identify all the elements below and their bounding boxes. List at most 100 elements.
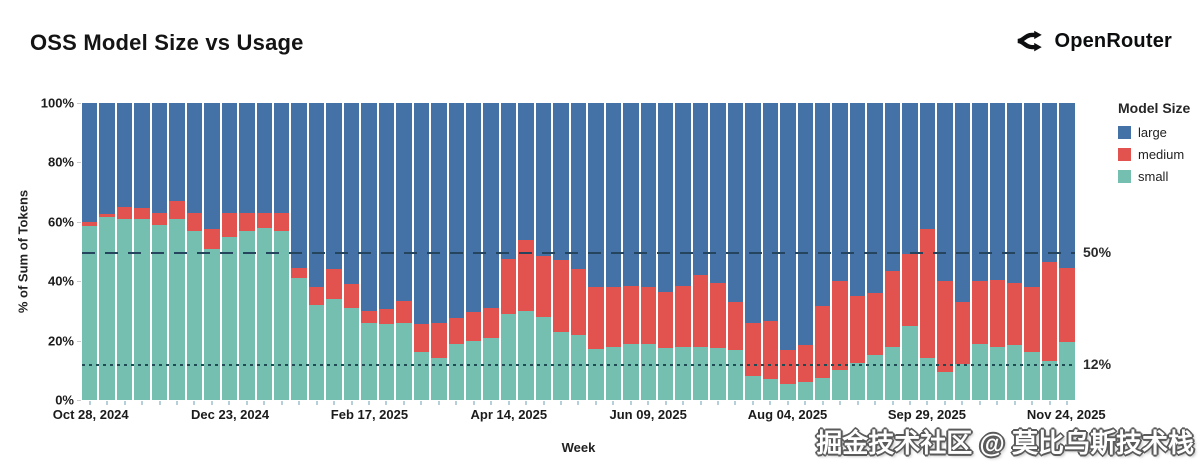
bar-segment-small[interactable] bbox=[500, 313, 517, 400]
bar-feb-24-2025[interactable] bbox=[378, 103, 395, 400]
bar-segment-small[interactable] bbox=[902, 325, 918, 400]
bar-segment-small[interactable] bbox=[623, 343, 639, 400]
bar-segment-small[interactable] bbox=[640, 343, 656, 400]
bar-apr-14-2025[interactable] bbox=[500, 103, 517, 400]
bar-segment-large[interactable] bbox=[605, 103, 622, 288]
bar-segment-medium[interactable] bbox=[343, 284, 360, 308]
bar-feb-10-2025[interactable] bbox=[343, 103, 360, 400]
bar-segment-small[interactable] bbox=[867, 355, 883, 400]
bar-segment-large[interactable] bbox=[972, 103, 988, 282]
bar-segment-medium[interactable] bbox=[937, 281, 953, 372]
bar-segment-large[interactable] bbox=[1041, 103, 1058, 262]
bar-segment-large[interactable] bbox=[989, 103, 1006, 280]
bar-segment-small[interactable] bbox=[343, 307, 360, 400]
bar-segment-small[interactable] bbox=[483, 337, 499, 400]
bar-segment-medium[interactable] bbox=[483, 307, 499, 338]
bar-segment-large[interactable] bbox=[535, 103, 552, 256]
bar-segment-medium[interactable] bbox=[762, 321, 779, 380]
bar-feb-17-2025[interactable] bbox=[361, 103, 377, 400]
bar-aug-04-2025[interactable] bbox=[780, 103, 796, 400]
bar-dec-16-2024[interactable] bbox=[204, 103, 220, 400]
bar-feb-03-2025[interactable] bbox=[326, 103, 342, 400]
bar-segment-small[interactable] bbox=[797, 382, 814, 400]
bar-segment-small[interactable] bbox=[186, 230, 203, 400]
bar-segment-medium[interactable] bbox=[815, 306, 831, 378]
bar-segment-large[interactable] bbox=[710, 103, 726, 283]
bar-segment-large[interactable] bbox=[780, 103, 796, 350]
bar-segment-medium[interactable] bbox=[675, 285, 691, 347]
bar-jun-16-2025[interactable] bbox=[657, 103, 674, 400]
bar-segment-large[interactable] bbox=[134, 103, 150, 209]
bar-segment-medium[interactable] bbox=[588, 287, 604, 350]
bar-segment-medium[interactable] bbox=[954, 301, 971, 365]
bar-segment-large[interactable] bbox=[99, 103, 115, 215]
bar-jul-07-2025[interactable] bbox=[710, 103, 726, 400]
bar-segment-large[interactable] bbox=[849, 103, 866, 297]
bar-segment-large[interactable] bbox=[657, 103, 674, 292]
bar-segment-small[interactable] bbox=[605, 346, 622, 400]
bar-segment-large[interactable] bbox=[239, 103, 255, 213]
bar-may-19-2025[interactable] bbox=[588, 103, 604, 400]
bar-segment-medium[interactable] bbox=[204, 229, 220, 249]
bar-segment-medium[interactable] bbox=[867, 293, 883, 356]
bar-segment-small[interactable] bbox=[239, 230, 255, 400]
bar-segment-large[interactable] bbox=[82, 103, 98, 222]
bar-mar-10-2025[interactable] bbox=[413, 103, 430, 400]
bar-segment-small[interactable] bbox=[396, 322, 412, 400]
bar-segment-large[interactable] bbox=[343, 103, 360, 285]
bar-segment-small[interactable] bbox=[326, 299, 342, 400]
bar-segment-medium[interactable] bbox=[884, 270, 901, 347]
bar-segment-small[interactable] bbox=[116, 218, 133, 400]
bar-dec-09-2024[interactable] bbox=[186, 103, 203, 400]
bar-segment-large[interactable] bbox=[919, 103, 936, 230]
bar-segment-small[interactable] bbox=[954, 364, 971, 400]
bar-segment-small[interactable] bbox=[291, 278, 307, 400]
bar-segment-medium[interactable] bbox=[1007, 282, 1023, 346]
bar-segment-medium[interactable] bbox=[169, 201, 185, 219]
bar-aug-18-2025[interactable] bbox=[815, 103, 831, 400]
bar-sep-29-2025[interactable] bbox=[919, 103, 936, 400]
bar-segment-small[interactable] bbox=[308, 304, 325, 400]
bar-aug-11-2025[interactable] bbox=[797, 103, 814, 400]
bar-segment-small[interactable] bbox=[99, 217, 115, 400]
bar-segment-large[interactable] bbox=[1059, 103, 1075, 268]
bar-segment-small[interactable] bbox=[692, 346, 709, 400]
bar-sep-15-2025[interactable] bbox=[884, 103, 901, 400]
bar-sep-22-2025[interactable] bbox=[902, 103, 918, 400]
bar-segment-large[interactable] bbox=[151, 103, 168, 213]
bar-segment-small[interactable] bbox=[727, 349, 744, 400]
bar-segment-medium[interactable] bbox=[291, 267, 307, 279]
bar-segment-small[interactable] bbox=[989, 346, 1006, 400]
bar-segment-medium[interactable] bbox=[535, 255, 552, 317]
bar-segment-large[interactable] bbox=[570, 103, 587, 270]
bar-segment-medium[interactable] bbox=[657, 291, 674, 349]
bar-segment-medium[interactable] bbox=[1059, 267, 1075, 343]
bar-segment-medium[interactable] bbox=[308, 287, 325, 305]
bar-nov-04-2024[interactable] bbox=[99, 103, 115, 400]
bar-segment-large[interactable] bbox=[692, 103, 709, 276]
bar-segment-medium[interactable] bbox=[832, 281, 848, 371]
bar-may-26-2025[interactable] bbox=[605, 103, 622, 400]
bar-segment-large[interactable] bbox=[553, 103, 569, 261]
bar-segment-small[interactable] bbox=[361, 322, 377, 400]
bar-segment-medium[interactable] bbox=[239, 212, 255, 231]
bar-segment-large[interactable] bbox=[413, 103, 430, 325]
bar-segment-medium[interactable] bbox=[640, 287, 656, 344]
bar-segment-medium[interactable] bbox=[273, 212, 290, 231]
bar-jan-06-2025[interactable] bbox=[256, 103, 272, 400]
bar-segment-small[interactable] bbox=[82, 226, 98, 400]
bar-dec-30-2024[interactable] bbox=[239, 103, 255, 400]
bar-segment-large[interactable] bbox=[326, 103, 342, 270]
bar-nov-17-2025[interactable] bbox=[1041, 103, 1058, 400]
bar-jul-21-2025[interactable] bbox=[745, 103, 761, 400]
bar-segment-medium[interactable] bbox=[1024, 287, 1040, 353]
bar-mar-31-2025[interactable] bbox=[465, 103, 482, 400]
bar-segment-large[interactable] bbox=[291, 103, 307, 268]
bar-segment-small[interactable] bbox=[273, 230, 290, 400]
bar-nov-11-2024[interactable] bbox=[116, 103, 133, 400]
bar-segment-medium[interactable] bbox=[396, 300, 412, 323]
bar-segment-medium[interactable] bbox=[221, 212, 238, 237]
bar-may-05-2025[interactable] bbox=[553, 103, 569, 400]
bar-segment-small[interactable] bbox=[588, 349, 604, 400]
bar-segment-small[interactable] bbox=[937, 371, 953, 400]
